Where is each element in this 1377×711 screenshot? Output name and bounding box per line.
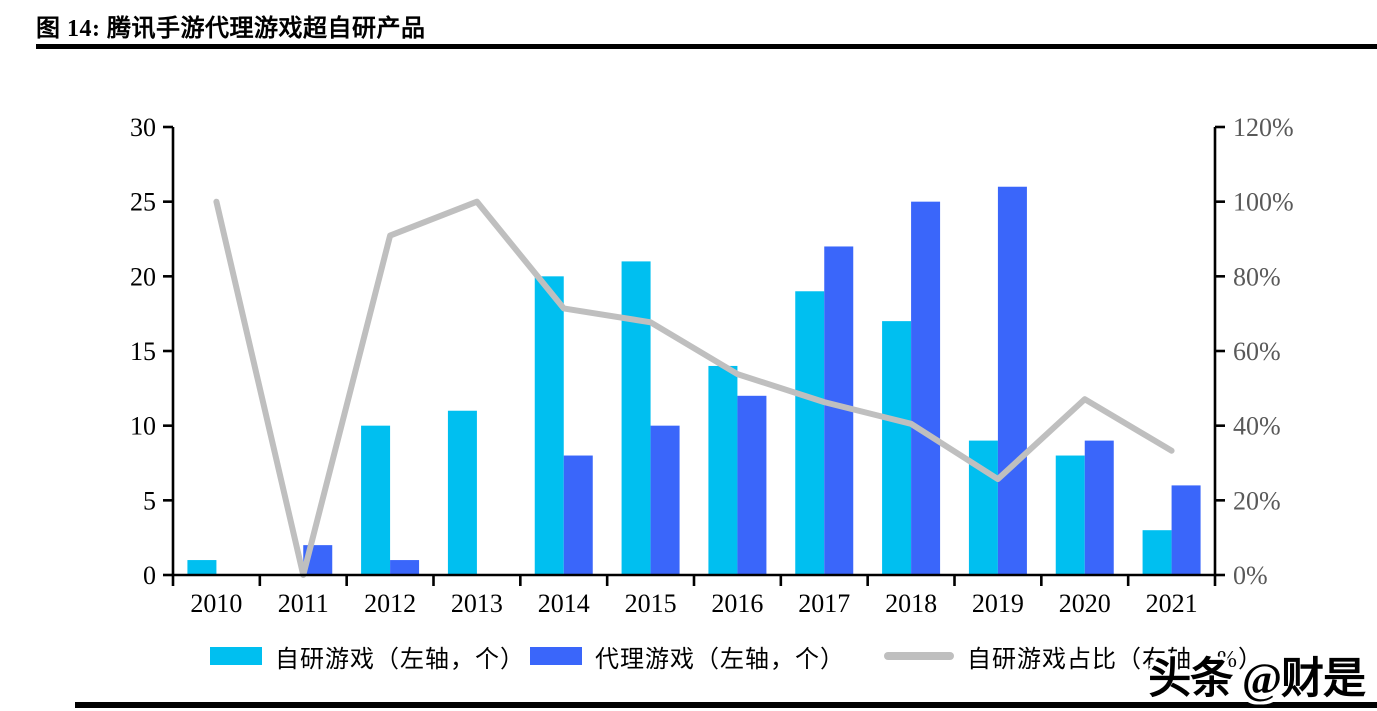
self-dev-swatch-icon (210, 647, 262, 665)
svg-text:100%: 100% (1233, 188, 1294, 217)
svg-text:30: 30 (130, 113, 156, 142)
legend-item-licensed: 代理游戏（左轴，个） (530, 638, 845, 674)
legend-label: 自研游戏占比（右轴，%） (967, 646, 1263, 673)
svg-text:80%: 80% (1233, 262, 1281, 291)
svg-text:2021: 2021 (1146, 589, 1198, 618)
svg-text:20: 20 (130, 262, 156, 291)
legend-label: 代理游戏（左轴，个） (595, 646, 845, 673)
svg-text:5: 5 (143, 486, 156, 515)
svg-text:2017: 2017 (798, 589, 850, 618)
svg-text:2011: 2011 (278, 589, 329, 618)
svg-text:25: 25 (130, 188, 156, 217)
svg-text:2020: 2020 (1059, 589, 1111, 618)
svg-text:2019: 2019 (972, 589, 1024, 618)
svg-text:0%: 0% (1233, 561, 1268, 590)
legend-label: 自研游戏（左轴，个） (275, 646, 525, 673)
figure-title: 图 14: 腾讯手游代理游戏超自研产品 (36, 16, 426, 42)
svg-text:2015: 2015 (625, 589, 677, 618)
chart-legend: 自研游戏（左轴，个） 代理游戏（左轴，个） 自研游戏占比（右轴，%） (0, 638, 1377, 674)
svg-text:2018: 2018 (885, 589, 937, 618)
svg-text:40%: 40% (1233, 412, 1281, 441)
svg-text:15: 15 (130, 337, 156, 366)
svg-text:60%: 60% (1233, 337, 1281, 366)
svg-text:0: 0 (143, 561, 156, 590)
svg-text:2010: 2010 (190, 589, 242, 618)
combo-chart: 0 5 10 15 20 25 30 0% 20% 40% 60% 80% 100% 120% 2010 20… (130, 113, 1294, 618)
bottom-divider (75, 702, 1377, 708)
svg-text:2013: 2013 (451, 589, 503, 618)
svg-text:2014: 2014 (538, 589, 590, 618)
legend-item-self-dev: 自研游戏（左轴，个） (210, 638, 525, 674)
svg-text:120%: 120% (1233, 113, 1294, 142)
svg-text:2016: 2016 (711, 589, 763, 618)
svg-text:10: 10 (130, 412, 156, 441)
title-underline (36, 44, 1377, 49)
svg-text:2012: 2012 (364, 589, 416, 618)
legend-item-ratio: 自研游戏占比（右轴，%） (884, 638, 1263, 674)
svg-text:20%: 20% (1233, 486, 1281, 515)
licensed-swatch-icon (530, 647, 582, 665)
watermark: 头条 @财是 (1148, 656, 1366, 703)
ratio-line-swatch-icon (884, 652, 954, 660)
